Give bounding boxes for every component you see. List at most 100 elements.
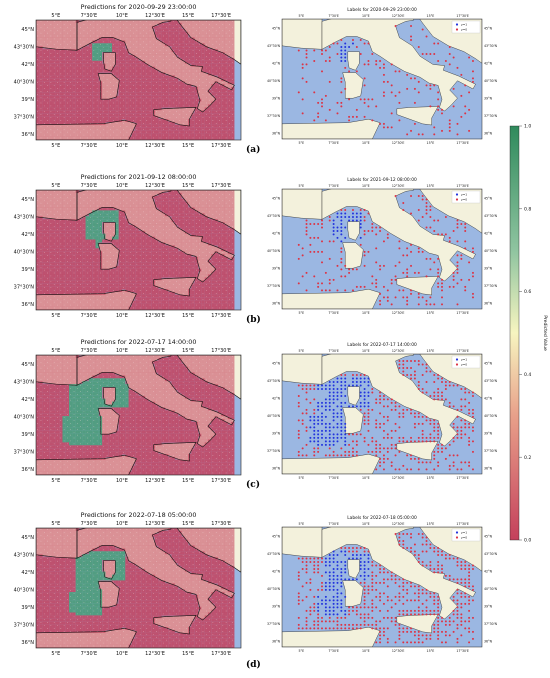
- prediction-cell: [85, 28, 89, 32]
- label-point-negative: [382, 80, 385, 83]
- prediction-cell: [82, 213, 86, 217]
- prediction-cell: [75, 31, 80, 35]
- grid-marker: [179, 67, 181, 69]
- grid-marker: [67, 125, 68, 127]
- label-point-negative: [448, 63, 451, 66]
- prediction-cell: [82, 66, 86, 70]
- prediction-cell: [164, 92, 169, 96]
- prediction-cell: [148, 43, 152, 47]
- prediction-cell: [42, 60, 46, 64]
- prediction-cell: [207, 49, 212, 53]
- prediction-cell: [118, 46, 123, 50]
- label-point-negative: [390, 112, 393, 115]
- prediction-cell: [135, 60, 139, 64]
- grid-marker: [196, 64, 197, 66]
- label-point-negative: [429, 84, 432, 87]
- prediction-cell: [214, 213, 218, 217]
- grid-marker: [199, 73, 201, 75]
- grid-marker: [53, 73, 55, 75]
- prediction-cell: [148, 201, 152, 205]
- prediction-cell: [221, 130, 225, 134]
- grid-marker: [63, 82, 65, 83]
- grid-marker: [143, 64, 144, 66]
- prediction-cell: [221, 213, 225, 217]
- grid-marker: [116, 35, 118, 37]
- grid-marker: [143, 141, 144, 142]
- grid-marker: [43, 134, 45, 136]
- prediction-cell: [141, 201, 146, 205]
- grid-marker: [57, 70, 58, 72]
- grid-marker: [156, 211, 158, 213]
- label-point-negative: [448, 119, 451, 122]
- prediction-cell: [49, 101, 53, 105]
- grid-marker: [153, 137, 154, 139]
- prediction-cell: [141, 72, 146, 76]
- grid-marker: [189, 128, 191, 130]
- prediction-cell: [59, 198, 63, 202]
- prediction-cell: [164, 127, 169, 131]
- prediction-cell: [171, 133, 175, 137]
- grid-marker: [100, 38, 101, 40]
- grid-marker: [219, 32, 220, 34]
- lon-tick-bottom: 15°E: [182, 143, 194, 149]
- prediction-cell: [108, 72, 113, 76]
- prediction-cell: [141, 49, 146, 53]
- grid-marker: [199, 79, 201, 81]
- prediction-cell: [78, 81, 83, 85]
- grid-marker: [93, 96, 95, 98]
- grid-marker: [219, 61, 220, 63]
- prediction-cell: [151, 63, 156, 67]
- prediction-cell: [141, 89, 146, 93]
- grid-marker: [179, 108, 181, 110]
- prediction-cell: [112, 121, 116, 125]
- prediction-cell: [92, 133, 96, 137]
- grid-marker: [83, 99, 85, 101]
- grid-marker: [73, 125, 75, 127]
- grid-marker: [116, 53, 118, 54]
- grid-marker: [126, 196, 128, 198]
- grid-marker: [209, 24, 210, 25]
- prediction-cell: [131, 81, 136, 85]
- label-point-negative: [437, 98, 440, 101]
- grid-marker: [86, 208, 88, 210]
- prediction-cell: [131, 210, 136, 214]
- grid-marker: [60, 96, 62, 98]
- grid-marker: [50, 70, 52, 72]
- lon-tick-bottom: 7°30'E: [328, 141, 339, 145]
- prediction-cell: [231, 110, 235, 114]
- grid-marker: [70, 123, 72, 124]
- grid-marker: [119, 56, 121, 57]
- grid-marker: [43, 117, 45, 118]
- prediction-cell: [36, 124, 40, 128]
- prediction-cell: [145, 57, 149, 61]
- grid-marker: [116, 111, 118, 113]
- grid-marker: [93, 137, 95, 139]
- grid-marker: [37, 141, 38, 142]
- grid-marker: [225, 137, 227, 139]
- prediction-cell: [188, 107, 192, 111]
- prediction-cell: [135, 31, 139, 35]
- grid-marker: [146, 38, 148, 40]
- grid-marker: [53, 202, 55, 204]
- prediction-cell: [184, 110, 189, 114]
- grid-marker: [225, 21, 227, 22]
- legend-label: y=1: [461, 23, 467, 27]
- prediction-cell: [148, 119, 152, 122]
- grid-marker: [202, 82, 204, 83]
- grid-marker: [153, 102, 154, 104]
- grid-marker: [67, 50, 68, 51]
- grid-marker: [209, 70, 210, 72]
- grid-marker: [182, 76, 184, 78]
- grid-marker: [209, 29, 210, 31]
- label-point-negative: [471, 70, 474, 73]
- grid-marker: [53, 214, 55, 216]
- prediction-cell: [36, 89, 40, 93]
- grid-marker: [80, 108, 81, 110]
- lon-tick-bottom: 10°E: [116, 143, 128, 149]
- grid-marker: [212, 21, 214, 22]
- prediction-cell: [214, 190, 218, 193]
- grid-marker: [215, 111, 217, 113]
- grid-marker: [80, 214, 81, 216]
- grid-marker: [53, 85, 55, 86]
- grid-marker: [156, 41, 158, 43]
